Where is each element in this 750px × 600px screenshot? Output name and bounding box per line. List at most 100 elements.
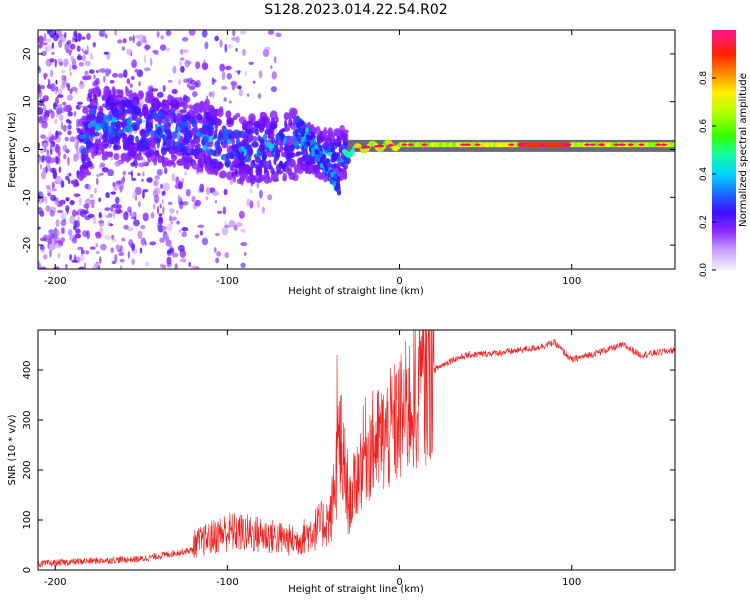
spectrogram-cell (182, 201, 189, 206)
spectrogram-cell (150, 57, 153, 67)
spectrogram-cell (53, 239, 58, 246)
spectrogram-cell (50, 83, 56, 92)
spectrogram-cell (201, 30, 208, 38)
spectrogram-cell (92, 216, 97, 225)
spectrogram-cell (252, 136, 258, 142)
spectrogram-cell (45, 38, 52, 42)
spectrogram-cell (284, 119, 288, 129)
spectrogram-cell (261, 154, 267, 162)
spectrogram-cell (214, 200, 218, 204)
spectrogram-cell (244, 70, 247, 77)
spectrogram-cell (41, 170, 47, 180)
spectrogram-cell (90, 126, 95, 136)
spectrogram-cell (173, 113, 177, 123)
spectrogram-cell (70, 86, 78, 92)
spectrogram-cell (133, 219, 140, 227)
spectrogram-cell (258, 159, 264, 168)
y-tick-label: 200 (22, 460, 33, 479)
spectrogram-cell (387, 144, 394, 147)
spectrogram-cell (94, 131, 100, 137)
spectrogram-cell (67, 130, 72, 136)
spectrogram-cell (78, 197, 82, 206)
spectrogram-cell (115, 94, 119, 103)
spectrogram-cell (41, 50, 47, 57)
spectrogram-cell (119, 258, 125, 263)
spectrogram-cell (231, 138, 236, 145)
spectrogram-cell (49, 69, 54, 78)
spectrogram-cell (286, 149, 294, 159)
spectrogram-cell (319, 157, 324, 163)
spectrogram-cell (47, 242, 50, 250)
spectrogram-cell (67, 229, 73, 236)
spectrogram-cell (51, 51, 55, 56)
spectrogram-cell (81, 54, 87, 62)
spectrogram-cell (82, 105, 88, 109)
spectrogram-cell (38, 89, 43, 99)
spectrogram-cell (176, 159, 185, 166)
spectrogram-cell (213, 129, 218, 139)
spectrogram-cell (80, 80, 83, 85)
spectrogram-cell (160, 183, 164, 190)
spectrogram-cell (198, 157, 202, 167)
spectrogram-cell (51, 181, 55, 189)
y-tick-label: 0 (22, 567, 33, 573)
spectrogram-cell (191, 110, 196, 120)
spectrogram-cell (181, 37, 189, 42)
spectrogram-cell (65, 264, 68, 269)
spectrogram-cell (126, 48, 132, 56)
spectrogram-cell (76, 45, 81, 52)
spectrogram-cell (170, 115, 175, 124)
spectrogram-cell (183, 133, 188, 141)
spectrogram-cell (40, 266, 47, 269)
y-tick-label: 100 (22, 510, 33, 529)
spectrogram-cell (224, 252, 229, 258)
spectrogram-cell (214, 79, 217, 83)
spectrogram-cell (221, 71, 226, 81)
spectrogram-cell (129, 83, 133, 88)
spectrogram-cell (209, 149, 215, 156)
spectrogram-cell (46, 187, 52, 195)
spectrogram-cell (244, 144, 252, 149)
spectrogram-cell (217, 131, 224, 141)
spectrogram-cell (100, 243, 107, 251)
spectrogram-cell (336, 182, 341, 189)
spectrogram-cell (171, 252, 179, 258)
spectrogram-cell (86, 33, 91, 40)
spectrogram-cell (126, 227, 134, 232)
spectrogram-cell (223, 97, 227, 102)
spectrogram-cell (144, 146, 151, 151)
spectrogram-cell (44, 195, 48, 205)
spectrogram-cell (271, 71, 277, 80)
snr-plot-area (38, 330, 675, 570)
spectrogram-cell (256, 182, 260, 189)
spectrogram-cell (178, 96, 183, 103)
spectrogram-cell (185, 188, 191, 197)
spectrogram-cell (69, 136, 76, 143)
spectrogram-cell (131, 100, 140, 105)
spectrogram-cell (172, 132, 178, 139)
spectrogram-cell (240, 242, 248, 247)
spectrogram-cell (85, 132, 90, 142)
spectrogram-cell (67, 111, 73, 117)
spectrogram-cell (192, 134, 201, 144)
spectrogram-cell (71, 64, 78, 70)
spectrogram-cell (87, 92, 93, 99)
spectrogram-cell (270, 65, 273, 69)
spectrogram-cell (228, 133, 233, 140)
spectrogram-cell (52, 146, 55, 152)
spectrogram-cell (77, 32, 82, 42)
spectrogram-cell (225, 171, 234, 181)
spectrogram-cell (49, 136, 53, 144)
spectrogram-cell (68, 63, 72, 72)
spectrogram-cell (279, 143, 284, 153)
spectrogram-cell (124, 140, 131, 150)
spectrogram-cell (225, 110, 232, 119)
spectrogram-cell (171, 154, 178, 161)
spectrogram-cell (237, 70, 240, 75)
spectrogram-cell (95, 231, 102, 239)
spectrogram-cell (335, 131, 340, 136)
spectrogram-cell (112, 182, 115, 187)
spectrogram-cell (96, 177, 99, 186)
spectrogram-cell (131, 258, 135, 265)
